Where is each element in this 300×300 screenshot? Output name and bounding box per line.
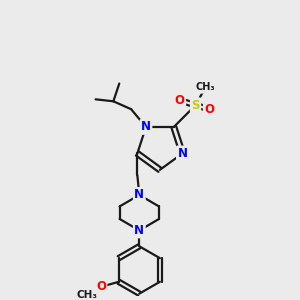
Text: CH₃: CH₃ (196, 82, 215, 92)
Text: O: O (175, 94, 185, 107)
Text: O: O (204, 103, 214, 116)
Text: N: N (141, 121, 151, 134)
Text: N: N (134, 188, 144, 201)
Text: O: O (96, 280, 106, 293)
Text: CH₃: CH₃ (77, 290, 98, 300)
Text: S: S (191, 99, 200, 112)
Text: N: N (134, 224, 144, 237)
Text: N: N (177, 147, 188, 160)
